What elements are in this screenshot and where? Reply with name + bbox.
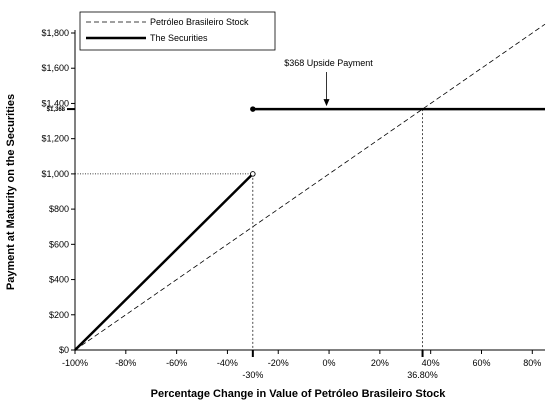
y-tick-label: $400 — [49, 275, 69, 285]
y-tick-label: $1,400 — [41, 98, 69, 108]
y-tick-label: $200 — [49, 310, 69, 320]
legend-label-securities: The Securities — [150, 33, 208, 43]
x-tick-label: -80% — [115, 358, 136, 368]
y-tick-label: $1,600 — [41, 63, 69, 73]
series-group — [74, 23, 546, 351]
x-axis-title: Percentage Change in Value of Petróleo B… — [151, 388, 447, 400]
x-tick-label: -60% — [166, 358, 187, 368]
y-tick-label: $800 — [49, 204, 69, 214]
y-tick-label: $1,000 — [41, 169, 69, 179]
legend: Petróleo Brasileiro Stock The Securities — [79, 11, 276, 51]
x-tick-label: -40% — [217, 358, 238, 368]
y-tick-label: $0 — [59, 345, 69, 355]
x-tick-label: 20% — [371, 358, 389, 368]
marker-open — [250, 171, 256, 177]
x-tick-label: 60% — [472, 358, 490, 368]
annotations-group: $368 Upside Payment $1,368 -30% 36.80% — [47, 58, 438, 380]
x-tick-label: 80% — [523, 358, 541, 368]
y-tick-label: $1,200 — [41, 134, 69, 144]
markers-group — [250, 106, 256, 177]
x-tick-label: -20% — [268, 358, 289, 368]
x-marker-3680-label: 36.80% — [407, 370, 438, 380]
y-tick-label: $600 — [49, 239, 69, 249]
y-axis-title: Payment at Maturity on the Securities — [5, 94, 17, 290]
series-stock-line — [74, 23, 546, 351]
y-marker-1368-label: $1,368 — [47, 107, 66, 113]
x-axis-ticks: -100% -80% -60% -40% -20% 0% 20% 40% 60% 80% — [62, 350, 541, 368]
x-tick-label: -100% — [62, 358, 88, 368]
x-marker-minus30-label: -30% — [242, 370, 263, 380]
marker-filled — [250, 106, 256, 112]
upside-arrow-head — [323, 99, 330, 107]
legend-box — [79, 11, 276, 51]
x-tick-label: 0% — [323, 358, 336, 368]
y-tick-label: $1,800 — [41, 28, 69, 38]
series-securities-segment — [74, 173, 254, 351]
legend-label-stock: Petróleo Brasileiro Stock — [150, 17, 249, 27]
upside-payment-label: $368 Upside Payment — [284, 58, 373, 68]
x-tick-label: 40% — [422, 358, 440, 368]
reference-guides — [75, 109, 423, 350]
y-axis-ticks: $0 $200 $400 $600 $800 $1,000 $1,200 $1,400 $1,6… — [41, 28, 75, 355]
